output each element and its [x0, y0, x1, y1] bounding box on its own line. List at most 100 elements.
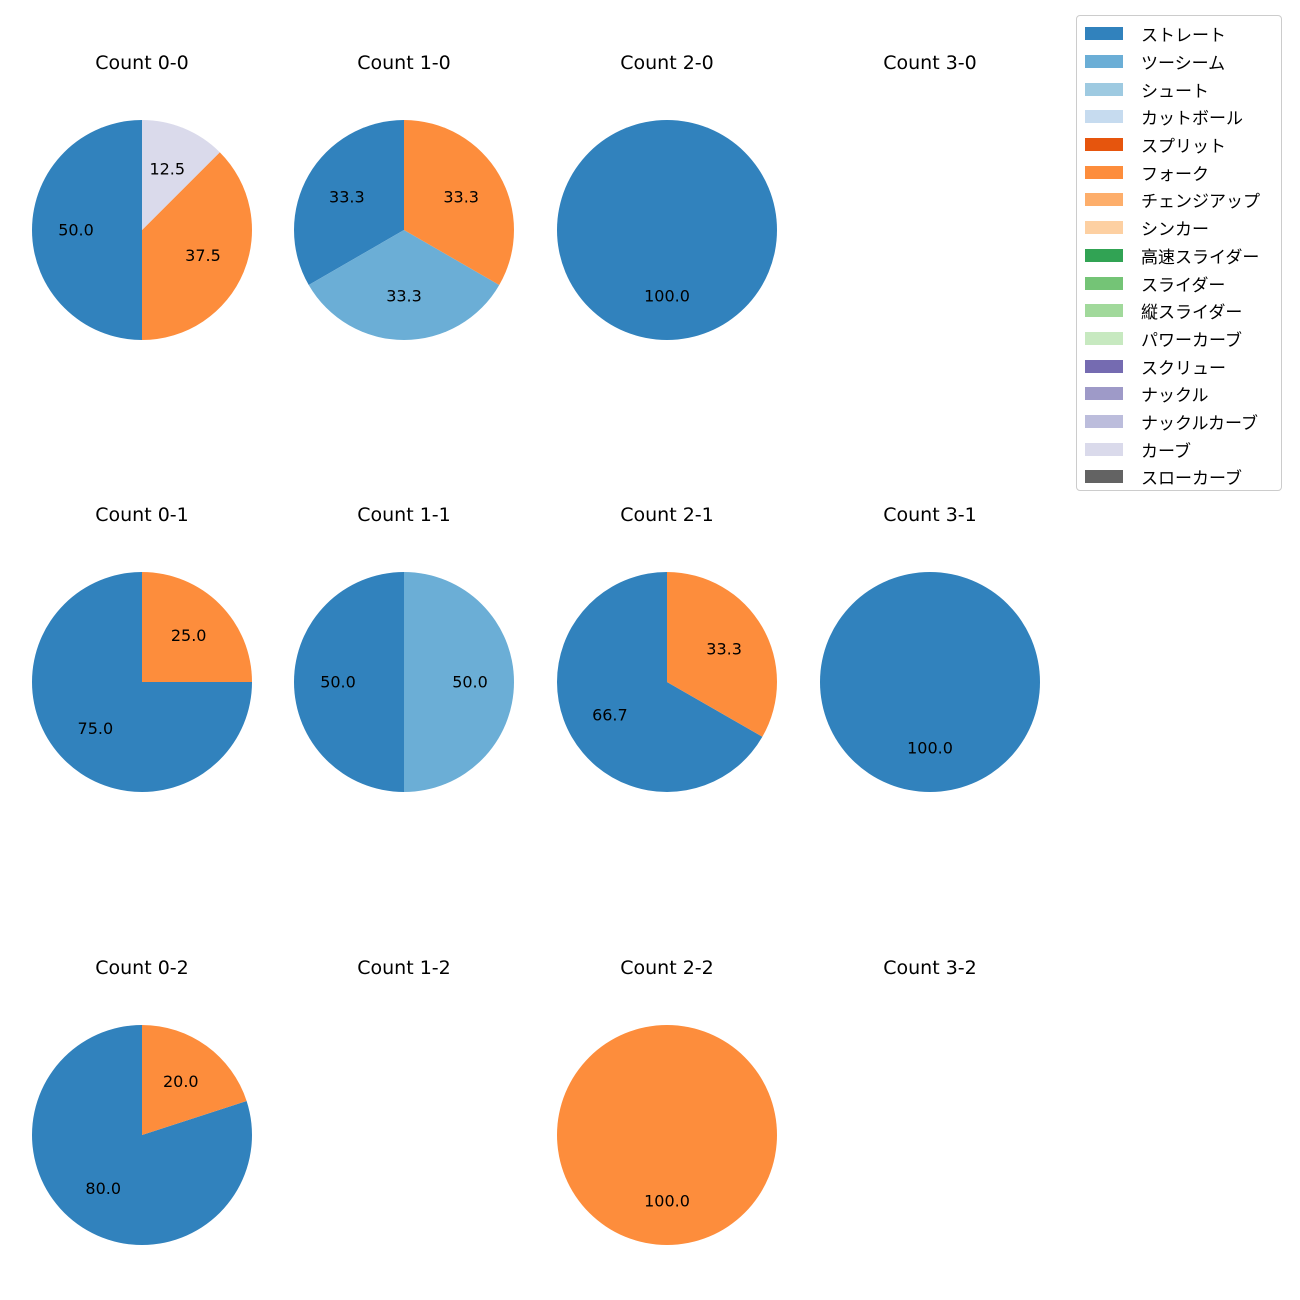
- legend-item: チェンジアップ: [1085, 186, 1281, 214]
- slice-label: 100.0: [644, 1192, 690, 1211]
- slice-label: 20.0: [163, 1072, 199, 1091]
- slice-label: 12.5: [149, 160, 185, 179]
- legend-item: スクリュー: [1085, 352, 1281, 380]
- pie-panel: Count 2-0 100.0: [557, 52, 777, 340]
- legend-label: カットボール: [1141, 109, 1243, 130]
- pie-panel: Count 1-2: [357, 957, 451, 979]
- legend-label: スライダー: [1141, 275, 1226, 296]
- pie-panel: Count 3-2: [883, 957, 977, 979]
- legend-swatch: [1085, 359, 1123, 373]
- slice-label: 33.3: [329, 188, 365, 207]
- legend-item: カーブ: [1085, 435, 1281, 463]
- slice-label: 80.0: [85, 1179, 121, 1198]
- legend-item: ツーシーム: [1085, 48, 1281, 76]
- legend-label: スプリット: [1141, 137, 1226, 158]
- pie-slice: [142, 1025, 247, 1135]
- legend-swatch: [1085, 110, 1123, 124]
- panel-title: Count 0-1: [95, 504, 189, 526]
- legend-label: ツーシーム: [1141, 54, 1226, 75]
- legend-label: 縦スライダー: [1141, 303, 1243, 324]
- legend-swatch: [1085, 414, 1123, 428]
- legend-swatch: [1085, 193, 1123, 207]
- pie-slice: [308, 230, 500, 340]
- legend-label: ナックル: [1141, 386, 1209, 407]
- legend-label: スクリュー: [1141, 358, 1226, 379]
- legend-label: シュート: [1141, 81, 1209, 102]
- legend-label: ナックルカーブ: [1141, 413, 1258, 434]
- slice-label: 25.0: [171, 626, 207, 645]
- legend-item: 高速スライダー: [1085, 242, 1281, 270]
- panel-title: Count 1-1: [357, 504, 451, 526]
- slice-label: 37.5: [185, 246, 221, 265]
- legend-item: フォーク: [1085, 158, 1281, 186]
- panel-title: Count 0-2: [95, 957, 189, 979]
- pie-panel: Count 3-0: [883, 52, 977, 74]
- legend-item: 縦スライダー: [1085, 297, 1281, 325]
- pie-slice: [294, 572, 404, 792]
- pie-slice: [142, 152, 252, 340]
- panel-title: Count 2-2: [620, 957, 714, 979]
- pie-slice: [142, 572, 252, 682]
- pie-panel: Count 0-2 80.0 20.0: [32, 957, 253, 1245]
- slice-label: 100.0: [644, 287, 690, 306]
- legend-label: カーブ: [1141, 441, 1191, 462]
- legend-swatch: [1085, 276, 1123, 290]
- legend-swatch: [1085, 55, 1123, 69]
- legend-item: カットボール: [1085, 103, 1281, 131]
- slice-label: 66.7: [592, 706, 628, 725]
- legend-item: ナックル: [1085, 380, 1281, 408]
- pie-slice: [667, 572, 777, 737]
- legend-swatch: [1085, 304, 1123, 318]
- legend-label: 高速スライダー: [1141, 247, 1260, 268]
- slice-label: 33.3: [443, 188, 479, 207]
- legend-item: スプリット: [1085, 131, 1281, 159]
- pie-slice: [32, 120, 142, 340]
- legend-swatch: [1085, 27, 1123, 41]
- pie-slice: [293, 120, 404, 285]
- slice-label: 33.3: [386, 287, 422, 306]
- panel-title: Count 3-0: [883, 52, 977, 74]
- legend-swatch: [1085, 165, 1123, 179]
- legend-swatch: [1085, 331, 1123, 345]
- legend-item: スライダー: [1085, 269, 1281, 297]
- pie-slice: [556, 572, 763, 792]
- pie-slice: [142, 120, 220, 230]
- slice-label: 50.0: [320, 673, 356, 692]
- slice-label: 50.0: [58, 221, 94, 240]
- slice-label: 33.3: [706, 639, 742, 658]
- legend-swatch: [1085, 248, 1123, 262]
- pie-panel: Count 0-1 75.0 25.0: [32, 504, 252, 792]
- slice-label: 75.0: [78, 719, 114, 738]
- legend-item: ナックルカーブ: [1085, 408, 1281, 436]
- pie-slice: [557, 1025, 777, 1245]
- pie-slice: [32, 1025, 253, 1245]
- legend-label: ストレート: [1141, 26, 1226, 47]
- legend-label: パワーカーブ: [1141, 330, 1242, 351]
- legend: ストレートツーシームシュートカットボール スプリットフォーク チェンジアップシンカー…: [1076, 15, 1282, 491]
- pie-panel: Count 1-1 50.0 50.0: [294, 504, 514, 792]
- pie-slice: [404, 120, 514, 285]
- legend-item: パワーカーブ: [1085, 325, 1281, 353]
- legend-swatch: [1085, 387, 1123, 401]
- legend-swatch: [1085, 470, 1123, 484]
- panel-title: Count 3-1: [883, 504, 977, 526]
- legend-label: フォーク: [1141, 164, 1209, 185]
- pie-panel: Count 2-2 100.0: [557, 957, 777, 1245]
- legend-label: シンカー: [1141, 220, 1209, 241]
- slice-label: 100.0: [907, 739, 953, 758]
- legend-swatch: [1085, 221, 1123, 235]
- legend-item: シュート: [1085, 75, 1281, 103]
- slice-label: 50.0: [452, 673, 488, 692]
- legend-swatch: [1085, 82, 1123, 96]
- legend-swatch: [1085, 442, 1123, 456]
- legend-label: スローカーブ: [1141, 469, 1242, 490]
- legend-item: ストレート: [1085, 20, 1281, 48]
- pie-panel: Count 3-1 100.0: [820, 504, 1040, 792]
- pie-panel: Count 0-0 50.0 37.5 12.5: [32, 52, 252, 340]
- pie-panel: Count 1-0 33.3 33.3 33.3: [293, 52, 514, 340]
- panel-title: Count 3-2: [883, 957, 977, 979]
- pie-slice: [820, 572, 1040, 792]
- panel-title: Count 1-2: [357, 957, 451, 979]
- pie-slice: [557, 120, 777, 340]
